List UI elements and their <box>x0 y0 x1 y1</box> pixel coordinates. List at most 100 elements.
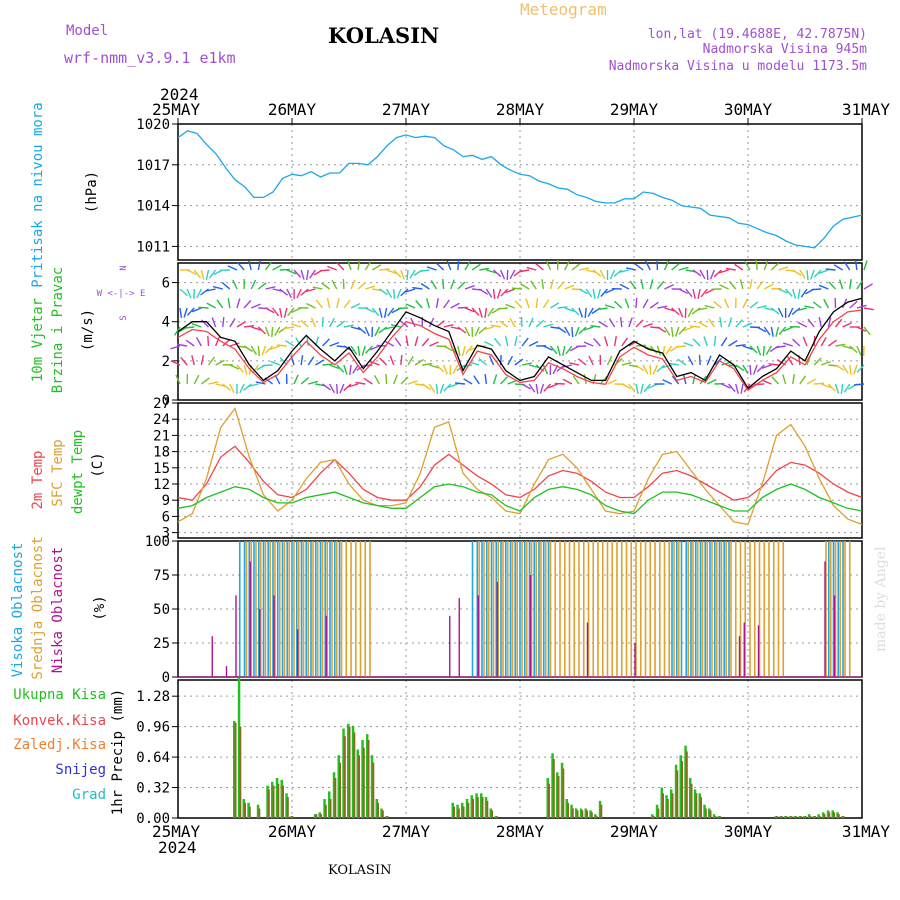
precip-total-bar <box>836 812 839 818</box>
wind-barb <box>373 374 381 385</box>
precip-total-bar <box>556 772 559 818</box>
precip-total-bar <box>356 749 359 818</box>
wind-barb <box>645 260 651 271</box>
wind-barb <box>239 383 245 394</box>
wind-barb <box>549 279 555 290</box>
wind-barb <box>306 336 309 347</box>
wind-barb <box>770 326 774 337</box>
wind-barb <box>193 269 202 279</box>
wind-barb <box>347 260 352 271</box>
wind-barb <box>734 263 744 271</box>
wind-barb <box>649 279 654 290</box>
wind-barb <box>542 364 549 375</box>
wind-barb <box>744 260 751 271</box>
clouds-ytick-label: 75 <box>153 568 170 584</box>
precip-total-bar <box>342 728 345 818</box>
temperature-ytick-label: 6 <box>162 509 170 525</box>
wind-barb <box>700 288 708 298</box>
wind-barb <box>619 283 630 290</box>
wind-barb <box>257 345 260 357</box>
wind-barb <box>357 326 367 335</box>
wind-barb <box>763 283 774 290</box>
wind-barb <box>414 336 419 347</box>
precip-conv-bar <box>315 814 318 818</box>
precip-total-bar <box>484 797 488 818</box>
wind-barb <box>307 356 315 366</box>
compass-n: N <box>119 265 129 270</box>
wind-barb <box>557 326 567 334</box>
precip-total-bar <box>233 720 236 818</box>
wind-ytick-label: 2 <box>162 354 170 370</box>
wind-barb <box>252 364 259 374</box>
wind-barb <box>520 283 530 290</box>
wind-barb <box>393 269 402 278</box>
precip-conv-bar <box>571 808 574 818</box>
wind-barb <box>420 282 430 290</box>
wind-barb <box>180 356 188 366</box>
precip-conv-bar <box>481 797 484 818</box>
wind-speed-line <box>177 297 863 390</box>
wind-barb <box>492 374 498 385</box>
wind-barb <box>473 375 480 385</box>
sfc-temp-line <box>177 406 863 526</box>
wind-barb <box>786 356 794 366</box>
wind-barb <box>541 278 545 290</box>
precip-total-bar <box>784 816 787 818</box>
wind-barb <box>236 298 241 309</box>
wind-barb <box>649 301 659 309</box>
pressure-unit: (hPa) <box>84 171 100 213</box>
precip-conv-bar <box>557 776 560 818</box>
wind-barb <box>350 326 361 331</box>
model-label: Model <box>66 23 108 39</box>
wind-barb <box>496 288 502 299</box>
temperature-ytick-label: 18 <box>153 445 170 461</box>
wind-barb <box>435 383 439 394</box>
wind-barb <box>853 364 858 375</box>
wind-barb <box>535 383 539 395</box>
wind-barb <box>827 339 837 347</box>
wind-barb <box>690 325 701 328</box>
wind-barb <box>806 269 809 280</box>
wind-barb <box>400 376 409 385</box>
wind-barb <box>619 269 630 273</box>
wind-barb <box>270 345 280 350</box>
wind-barb <box>849 364 852 375</box>
wind-barb <box>735 364 745 372</box>
wind-barb <box>309 269 316 279</box>
top-date-label: 28MAY <box>496 100 545 119</box>
wind-barb <box>548 383 558 389</box>
wind-barb <box>300 354 304 366</box>
wind-barb <box>450 279 455 290</box>
wind-barb <box>621 361 632 366</box>
wind-barb <box>386 288 393 299</box>
wind-barb <box>620 317 623 328</box>
wind-barb <box>295 337 302 347</box>
wind-barb <box>400 269 405 280</box>
wind-barb <box>319 269 330 272</box>
wind-barb <box>763 326 771 336</box>
wind-barb <box>557 281 565 290</box>
precip-total-bar <box>551 753 554 818</box>
temperature-ytick-label: 27 <box>153 396 170 412</box>
wind-barb <box>762 345 765 357</box>
wind-barb <box>728 383 736 393</box>
wind-barb <box>272 288 283 292</box>
wind-barb <box>385 373 388 385</box>
wind-barb <box>535 319 545 328</box>
wind-barb <box>797 321 808 328</box>
wind-barb <box>749 345 758 354</box>
wind-barb <box>406 269 409 280</box>
wind-barb <box>179 288 188 297</box>
wind-barb <box>310 317 317 328</box>
wind-barb <box>678 266 689 271</box>
wind-barb <box>405 336 409 347</box>
wind-barb <box>322 383 332 391</box>
wind-barb <box>463 378 473 385</box>
bottom-date-label: 31MAY <box>842 822 891 841</box>
wind-barb <box>635 297 638 309</box>
wind-barb <box>671 262 680 271</box>
wind-barb <box>597 307 608 311</box>
wind-barb <box>535 262 544 271</box>
footer-station: KOLASIN <box>328 863 391 878</box>
time-axis-bottom: 25MAY 26MAY 27MAY 28MAY 29MAY 30MAY 31MAY <box>152 822 890 841</box>
